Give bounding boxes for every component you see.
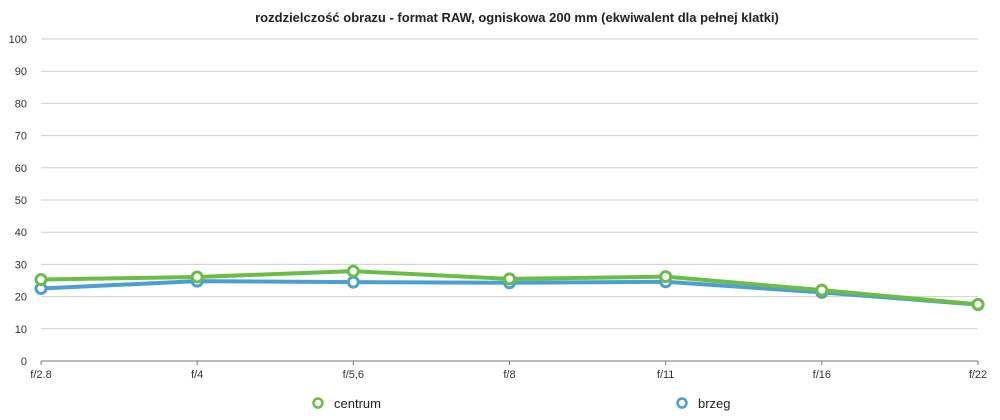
series-group bbox=[34, 264, 985, 312]
legend-label-brzeg: brzeg bbox=[698, 396, 731, 411]
y-tick-label: 50 bbox=[15, 195, 27, 207]
data-point-centrum bbox=[346, 264, 360, 278]
x-tick-label: f/16 bbox=[813, 369, 831, 381]
legend-label-centrum: centrum bbox=[334, 396, 381, 411]
y-axis-ticks: 0 10 20 30 40 50 60 70 80 90 100 bbox=[9, 34, 27, 368]
y-tick-label: 30 bbox=[15, 259, 27, 271]
y-tick-label: 40 bbox=[15, 227, 27, 239]
y-tick-label: 20 bbox=[15, 292, 27, 304]
data-point-centrum bbox=[190, 270, 204, 284]
y-tick-label: 70 bbox=[15, 131, 27, 143]
x-tick-label: f/5,6 bbox=[343, 369, 364, 381]
y-tick-label: 90 bbox=[15, 66, 27, 78]
legend-marker-centrum bbox=[312, 397, 324, 409]
y-tick-label: 10 bbox=[15, 324, 27, 336]
chart-title: rozdzielczość obrazu - format RAW, ognis… bbox=[255, 10, 779, 25]
legend: centrum brzeg bbox=[312, 396, 731, 411]
x-tick-label: f/4 bbox=[191, 369, 203, 381]
x-axis-ticks: f/2.8 f/4 f/5,6 f/8 f/11 f/16 f/22 bbox=[30, 361, 987, 381]
x-tick-label: f/22 bbox=[969, 369, 987, 381]
grid-lines bbox=[41, 38, 978, 362]
data-point-brzeg bbox=[346, 275, 360, 289]
y-tick-label: 100 bbox=[9, 34, 27, 46]
data-point-centrum bbox=[971, 297, 985, 311]
data-point-centrum bbox=[503, 272, 516, 286]
x-tick-label: f/8 bbox=[503, 369, 515, 381]
legend-marker-brzeg bbox=[676, 397, 688, 409]
x-tick-label: f/11 bbox=[657, 369, 675, 381]
data-point-centrum bbox=[659, 270, 673, 284]
y-tick-label: 60 bbox=[15, 163, 27, 175]
x-tick-label: f/2.8 bbox=[30, 369, 51, 381]
data-point-centrum bbox=[34, 273, 48, 287]
data-point-centrum bbox=[815, 283, 829, 297]
y-tick-label: 80 bbox=[15, 98, 27, 110]
y-tick-label: 0 bbox=[21, 356, 27, 368]
